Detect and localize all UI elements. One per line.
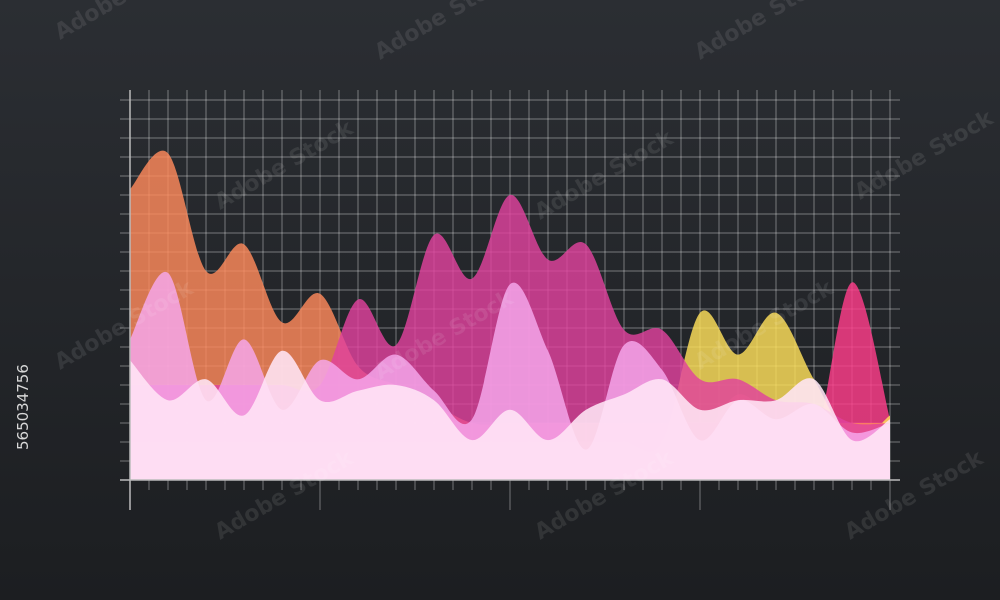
area: [130, 350, 890, 480]
areas: [130, 150, 890, 481]
stock-id: 565034756: [14, 364, 32, 450]
